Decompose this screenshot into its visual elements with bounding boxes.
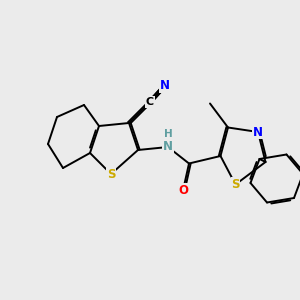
Text: N: N <box>160 79 170 92</box>
Text: H: H <box>164 129 172 140</box>
Text: S: S <box>107 167 115 181</box>
Text: C: C <box>146 97 154 107</box>
Text: O: O <box>178 184 188 197</box>
Text: N: N <box>163 140 173 154</box>
Text: N: N <box>253 125 263 139</box>
Text: S: S <box>231 178 240 191</box>
